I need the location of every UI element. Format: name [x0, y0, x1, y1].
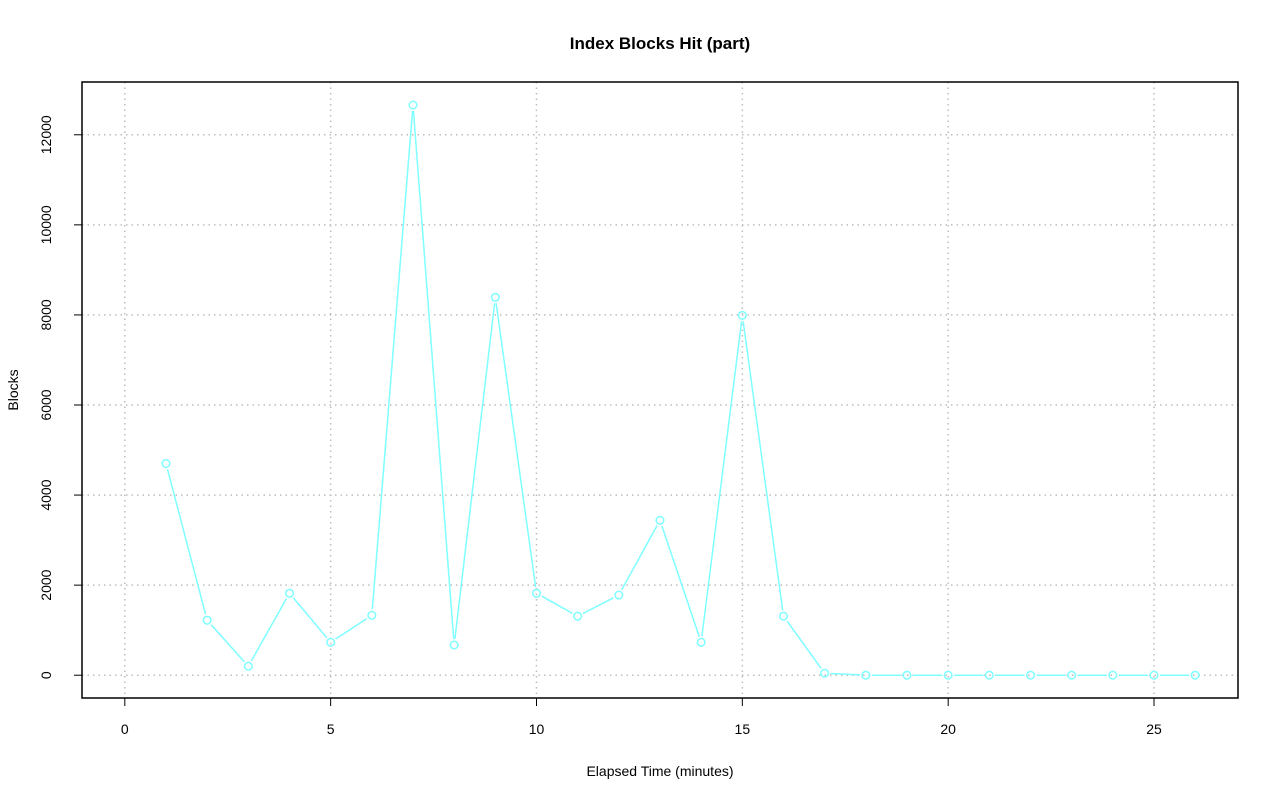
data-point: [1190, 670, 1200, 680]
x-tick-label: 0: [121, 721, 129, 737]
x-tick-label: 5: [327, 721, 335, 737]
series-line-segment: [335, 617, 368, 640]
grid: [82, 82, 1238, 698]
x-axis-label: Elapsed Time (minutes): [586, 763, 733, 779]
data-point: [1025, 670, 1036, 680]
series-line-segment: [786, 620, 822, 669]
data-point: [531, 588, 542, 598]
y-tick-label: 4000: [38, 479, 54, 510]
data-point: [1067, 670, 1077, 680]
data-point: [284, 588, 295, 598]
series-line-segment: [661, 525, 700, 637]
y-axis-label: Blocks: [5, 369, 21, 410]
y-tick-label: 2000: [38, 569, 54, 600]
data-point: [1149, 670, 1159, 680]
series-line-segment: [166, 469, 207, 615]
x-tick-label: 15: [735, 721, 751, 737]
x-tick-label: 20: [940, 721, 956, 737]
chart-title: Index Blocks Hit (part): [570, 34, 750, 53]
series-line-segment: [701, 321, 743, 637]
data-point: [820, 668, 830, 678]
series-line-segment: [412, 110, 455, 640]
data-point: [737, 310, 747, 320]
data-point: [243, 661, 253, 671]
data-point: [573, 611, 583, 621]
data-point: [408, 100, 418, 110]
data-point: [367, 610, 377, 620]
data-point: [161, 458, 171, 469]
axes: 0 5 10 15 20 25 0 2000 4000 6000 8000 10000 12000: [38, 115, 1162, 737]
data-point: [449, 640, 459, 650]
series-line-segment: [830, 672, 860, 676]
data-point: [696, 637, 706, 647]
series-line-segment: [250, 598, 288, 662]
series-line-segment: [582, 597, 614, 615]
data-point: [861, 670, 871, 680]
series-line-segment: [210, 624, 245, 663]
series: [161, 100, 1200, 680]
series-line-segment: [454, 303, 496, 640]
data-point: [943, 670, 953, 680]
series-line-segment: [621, 525, 658, 591]
y-tick-label: 0: [38, 671, 54, 679]
series-line-segment: [541, 595, 573, 614]
y-tick-label: 8000: [38, 299, 54, 330]
plot-frame: [81, 81, 1239, 699]
data-point: [326, 637, 336, 647]
data-point: [202, 615, 212, 625]
data-point: [655, 515, 665, 525]
data-point: [778, 611, 789, 621]
data-point: [614, 590, 624, 600]
y-tick-label: 12000: [38, 115, 54, 154]
y-tick-label: 6000: [38, 389, 54, 420]
x-tick-label: 25: [1146, 721, 1162, 737]
series-line-segment: [495, 303, 537, 588]
y-tick-label: 10000: [38, 205, 54, 244]
series-line-segment: [292, 597, 328, 639]
series-line-segment: [371, 110, 414, 610]
data-point: [902, 670, 912, 680]
data-point: [1108, 670, 1118, 680]
data-point: [490, 292, 500, 302]
series-line-segment: [742, 321, 784, 611]
data-point: [984, 670, 994, 680]
x-tick-label: 10: [529, 721, 545, 737]
